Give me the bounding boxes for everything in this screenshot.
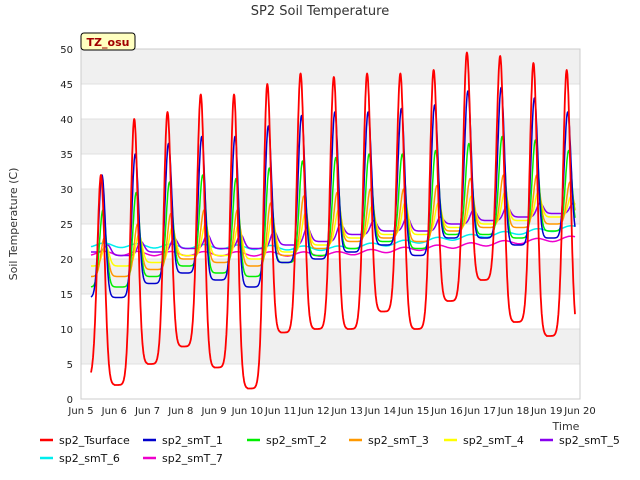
legend-label: sp2_smT_4 — [463, 434, 524, 447]
series-lines — [90, 51, 576, 390]
grid-band — [81, 329, 580, 364]
chart-title: SP2 Soil Temperature — [251, 4, 389, 19]
legend: sp2_Tsurface sp2_smT_1 sp2_smT_2 sp2_smT_3 s… — [40, 434, 620, 465]
x-tick-label: Jun 5 — [67, 406, 93, 417]
x-tick-label: Jun 11 — [264, 406, 297, 417]
x-tick-label: Jun 16 — [430, 406, 463, 417]
site-badge: TZ_osu — [80, 32, 136, 51]
series-line-sp2-Tsurface — [90, 51, 576, 390]
x-tick-label: Jun 13 — [330, 406, 363, 417]
y-tick-label: 45 — [60, 80, 73, 91]
x-axis-label: Time — [552, 420, 580, 433]
x-tick-label: Jun 6 — [101, 406, 127, 417]
y-tick-label: 0 — [67, 395, 73, 406]
x-tick-label: Jun 10 — [231, 406, 264, 417]
y-tick-label: 10 — [60, 325, 73, 336]
y-tick-label: 30 — [60, 185, 73, 196]
x-tick-label: Jun 17 — [463, 406, 496, 417]
y-tick-label: 50 — [60, 45, 73, 56]
x-tick-label: Jun 19 — [530, 406, 563, 417]
y-axis-label: Soil Temperature (C) — [7, 168, 20, 281]
legend-label: sp2_smT_5 — [559, 434, 620, 447]
site-badge-box — [80, 32, 136, 51]
x-tick-label: Jun 14 — [364, 406, 397, 417]
x-tick-label: Jun 8 — [167, 406, 193, 417]
y-tick-label: 40 — [60, 115, 73, 126]
legend-label: sp2_smT_6 — [59, 452, 120, 465]
legend-label: sp2_smT_2 — [266, 434, 327, 447]
y-tick-label: 5 — [67, 360, 73, 371]
x-tick-label: Jun 18 — [497, 406, 530, 417]
x-tick-label: Jun 20 — [563, 406, 596, 417]
grid-band — [81, 49, 580, 84]
x-tick-label: Jun 7 — [134, 406, 160, 417]
legend-label: sp2_smT_3 — [368, 434, 429, 447]
x-tick-label: Jun 12 — [297, 406, 330, 417]
legend-label: sp2_smT_7 — [162, 452, 223, 465]
site-badge-label: TZ_osu — [87, 36, 130, 49]
y-tick-label: 15 — [60, 290, 73, 301]
legend-label: sp2_smT_1 — [162, 434, 223, 447]
x-tick-label: Jun 9 — [200, 406, 226, 417]
y-axis-ticks: 0 5 10 15 20 25 30 35 40 45 50 — [60, 45, 73, 406]
y-tick-label: 20 — [60, 255, 73, 266]
x-axis-ticks: Jun 5 Jun 6 Jun 7 Jun 8 Jun 9 Jun 10 Jun 11 Jun… — [67, 406, 595, 417]
y-tick-label: 35 — [60, 150, 73, 161]
plot-frame — [80, 48, 581, 400]
legend-label: sp2_Tsurface — [59, 434, 130, 447]
x-tick-label: Jun 15 — [397, 406, 430, 417]
y-tick-label: 25 — [60, 220, 73, 231]
